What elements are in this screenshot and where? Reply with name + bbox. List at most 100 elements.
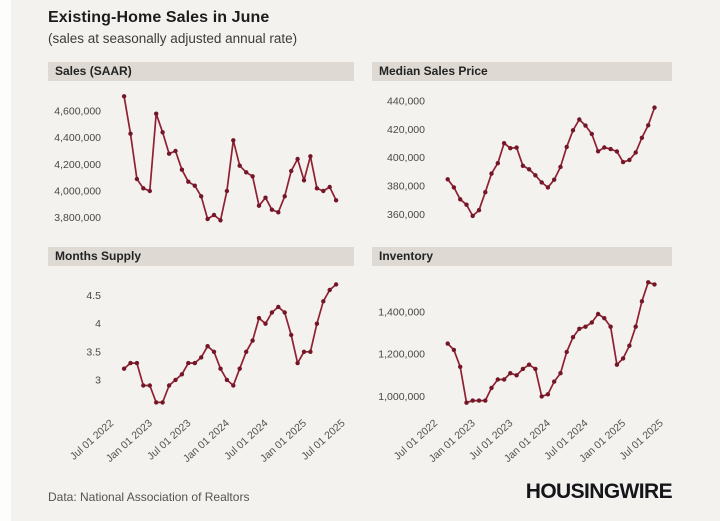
- data-point: [333, 198, 339, 203]
- data-point: [308, 154, 313, 159]
- y-tick-label: 1,000,000: [378, 391, 425, 403]
- data-point: [128, 360, 133, 366]
- data-point: [564, 144, 569, 150]
- data-point: [470, 213, 475, 219]
- data-point: [199, 194, 204, 199]
- data-point: [314, 186, 320, 191]
- data-point: [224, 188, 230, 194]
- data-point: [173, 377, 178, 383]
- data-point: [154, 400, 159, 405]
- data-point: [121, 94, 127, 99]
- data-point: [558, 164, 563, 170]
- data-point: [627, 157, 632, 163]
- data-point: [295, 156, 300, 162]
- data-point: [327, 184, 332, 190]
- data-point: [539, 394, 544, 399]
- data-point: [231, 383, 236, 388]
- data-point: [627, 343, 632, 348]
- data-point: [552, 379, 557, 384]
- panel-median-price: Median Sales Price 440,000 420,000 400,000…: [372, 62, 672, 233]
- data-point: [539, 180, 544, 185]
- data-point: [646, 123, 651, 128]
- panel-title-months-supply: Months Supply: [55, 249, 141, 263]
- data-point: [314, 321, 320, 326]
- data-point: [192, 360, 197, 366]
- median-price-chart: 440,000 420,000 400,000 380,000 360,000: [387, 95, 657, 221]
- data-point: [154, 111, 159, 116]
- data-point: [602, 145, 607, 150]
- panel-header-inventory: Inventory: [372, 247, 672, 266]
- data-point: [244, 349, 249, 354]
- data-point: [237, 366, 242, 371]
- data-point: [533, 173, 538, 178]
- data-point: [333, 282, 339, 287]
- data-point: [552, 177, 557, 182]
- data-point: [608, 324, 613, 329]
- data-point: [192, 183, 197, 188]
- data-point: [520, 366, 526, 372]
- data-point: [289, 332, 294, 338]
- data-point: [476, 398, 482, 403]
- y-tick-label: 3.5: [86, 346, 101, 358]
- data-point: [134, 176, 140, 182]
- data-point: [458, 197, 463, 202]
- data-source-note: Data: National Association of Realtors: [48, 490, 250, 504]
- panel-header-months-supply: Months Supply: [48, 247, 354, 266]
- data-point: [646, 280, 651, 285]
- y-tick-label: 420,000: [387, 124, 425, 136]
- data-point: [639, 299, 645, 304]
- y-tick-label: 4: [95, 318, 101, 330]
- data-point: [237, 163, 242, 168]
- data-point: [445, 177, 450, 182]
- y-tick-label: 4,000,000: [54, 186, 101, 198]
- data-point: [652, 282, 657, 287]
- data-point: [263, 195, 268, 200]
- data-point: [244, 170, 249, 175]
- data-point: [256, 315, 262, 321]
- data-point: [160, 400, 165, 405]
- data-point: [464, 400, 469, 405]
- panel-title-inventory: Inventory: [379, 249, 434, 263]
- data-point: [141, 186, 146, 191]
- data-point: [589, 131, 594, 137]
- y-tick-label: 4,600,000: [54, 106, 101, 118]
- data-point: [451, 347, 457, 353]
- data-point: [269, 207, 275, 212]
- data-point: [166, 151, 172, 156]
- data-point: [595, 311, 601, 317]
- left-edge-strip: [0, 0, 11, 521]
- data-point: [489, 385, 494, 391]
- data-point: [495, 377, 500, 382]
- data-point: [577, 326, 582, 331]
- data-point: [166, 383, 172, 388]
- data-point: [602, 316, 607, 321]
- data-point: [211, 212, 217, 218]
- data-point: [595, 149, 601, 154]
- data-point: [224, 377, 230, 383]
- data-point: [558, 371, 563, 376]
- data-point: [186, 179, 191, 184]
- panel-header-median-price: Median Sales Price: [372, 62, 672, 81]
- data-point: [633, 150, 638, 155]
- panel-header-sales: Sales (SAAR): [48, 62, 354, 81]
- y-tick-label: 3: [95, 374, 101, 386]
- data-point: [620, 356, 626, 361]
- data-point: [501, 377, 507, 382]
- data-point: [276, 304, 281, 310]
- data-point: [520, 163, 526, 168]
- data-point: [564, 349, 569, 355]
- data-point: [295, 360, 300, 366]
- page-subtitle: (sales at seasonally adjusted annual rat…: [48, 31, 298, 46]
- sales-chart: 4,600,000 4,400,000 4,200,000 4,000,000 3,80…: [54, 94, 339, 224]
- page-title: Existing-Home Sales in June: [48, 9, 270, 26]
- data-point: [514, 145, 519, 150]
- data-point: [218, 218, 223, 223]
- data-point: [476, 208, 482, 213]
- data-point: [211, 349, 217, 354]
- data-point: [250, 338, 255, 343]
- data-point: [508, 146, 513, 151]
- data-point: [633, 324, 638, 329]
